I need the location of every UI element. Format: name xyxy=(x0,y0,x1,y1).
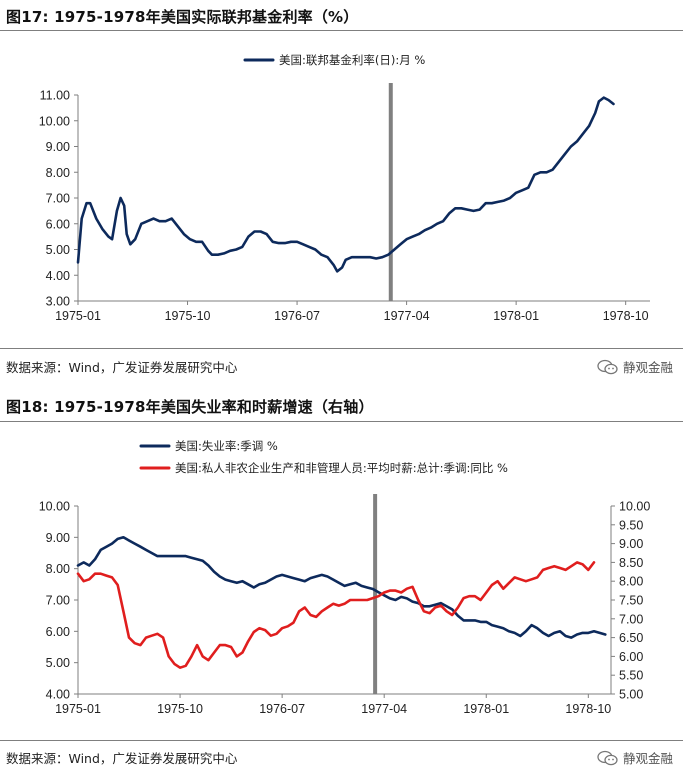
y-tick-label: 9.00 xyxy=(46,140,70,154)
y-right-tick-label: 5.50 xyxy=(619,669,643,683)
figure-17-label: 图17: xyxy=(6,8,49,26)
y-right-tick-label: 8.00 xyxy=(619,575,643,589)
figure-18-label: 图18: xyxy=(6,398,49,416)
y-right-tick-label: 6.00 xyxy=(619,650,643,664)
x-tick-label: 1978-10 xyxy=(565,702,611,716)
wechat-icon xyxy=(597,750,618,765)
y-tick-label: 5.00 xyxy=(46,243,70,257)
y-tick-label: 4.00 xyxy=(46,269,70,283)
y-tick-label: 9.00 xyxy=(46,531,70,545)
y-tick-label: 3.00 xyxy=(46,295,70,309)
y-tick-label: 6.00 xyxy=(46,217,70,231)
figure-18-chart: 4.00 5.00 6.00 7.00 8.00 9.00 10.00 5.00 5.50 6.0… xyxy=(39,439,651,716)
figure-18-brand: 静观金融 xyxy=(597,748,673,767)
y-right-tick-label: 8.50 xyxy=(619,556,643,570)
figure-18-top-rule xyxy=(0,421,683,422)
legend-label: 美国:失业率:季调 % xyxy=(175,439,278,453)
y-right-tick-label: 5.00 xyxy=(619,688,643,702)
x-tick-label: 1975-01 xyxy=(55,702,101,716)
legend-label: 美国:私人非农企业生产和非管理人员:平均时薪:总计:季调:同比 % xyxy=(175,461,508,475)
series-line-2 xyxy=(76,561,596,669)
x-tick-label: 1977-04 xyxy=(361,702,407,716)
y-tick-label: 4.00 xyxy=(46,688,70,702)
x-tick-label: 1978-01 xyxy=(493,309,539,323)
x-tick-label: 1975-10 xyxy=(157,702,203,716)
y-right-tick-label: 9.50 xyxy=(619,518,643,532)
y-tick-label: 7.00 xyxy=(46,594,70,608)
figure-17-bottom-rule xyxy=(0,348,683,349)
series-line-1 xyxy=(76,536,607,639)
figure-17-source: 数据来源：Wind，广发证券发展研究中心 xyxy=(6,360,238,375)
x-tick-label: 1975-10 xyxy=(165,309,211,323)
series-line-1 xyxy=(76,96,615,273)
y-right-tick-label: 7.00 xyxy=(619,612,643,626)
x-tick-label: 1977-04 xyxy=(384,309,430,323)
figure-17-chart: 3.00 4.00 5.00 6.00 7.00 8.00 9.00 10.00 11.00 19… xyxy=(39,53,650,323)
y-tick-label: 11.00 xyxy=(40,89,70,103)
figure-18-bottom-rule xyxy=(0,740,683,741)
figure-17-title-text: 1975-1978年美国实际联邦基金利率（%） xyxy=(54,8,359,26)
x-tick-label: 1976-07 xyxy=(259,702,305,716)
x-tick-label: 1978-01 xyxy=(463,702,509,716)
x-tick-label: 1975-01 xyxy=(55,309,101,323)
legend-label: 美国:联邦基金利率(日):月 % xyxy=(279,53,425,67)
y-tick-label: 10.00 xyxy=(39,500,70,514)
y-right-tick-label: 9.00 xyxy=(619,537,643,551)
brand-label: 静观金融 xyxy=(622,751,673,766)
x-tick-label: 1978-10 xyxy=(603,309,649,323)
wechat-icon xyxy=(597,359,618,374)
figure-17-top-rule xyxy=(0,30,683,31)
figure-17-brand: 静观金融 xyxy=(597,357,673,376)
y-right-tick-label: 6.50 xyxy=(619,631,643,645)
y-tick-label: 5.00 xyxy=(46,656,70,670)
figure-18-title-text: 1975-1978年美国失业率和时薪增速（右轴） xyxy=(54,398,374,416)
figure-18-source: 数据来源：Wind，广发证券发展研究中心 xyxy=(6,751,238,766)
y-tick-label: 8.00 xyxy=(46,562,70,576)
y-right-tick-label: 10.00 xyxy=(619,500,650,514)
figure-18-title: 图18: 1975-1978年美国失业率和时薪增速（右轴） xyxy=(6,396,374,417)
x-tick-label: 1976-07 xyxy=(274,309,320,323)
brand-label: 静观金融 xyxy=(622,360,673,375)
y-right-tick-label: 7.50 xyxy=(619,594,643,608)
y-tick-label: 7.00 xyxy=(46,192,70,206)
figure-17-title: 图17: 1975-1978年美国实际联邦基金利率（%） xyxy=(6,6,358,27)
y-tick-label: 6.00 xyxy=(46,625,70,639)
y-tick-label: 8.00 xyxy=(46,166,70,180)
y-tick-label: 10.00 xyxy=(39,114,70,128)
